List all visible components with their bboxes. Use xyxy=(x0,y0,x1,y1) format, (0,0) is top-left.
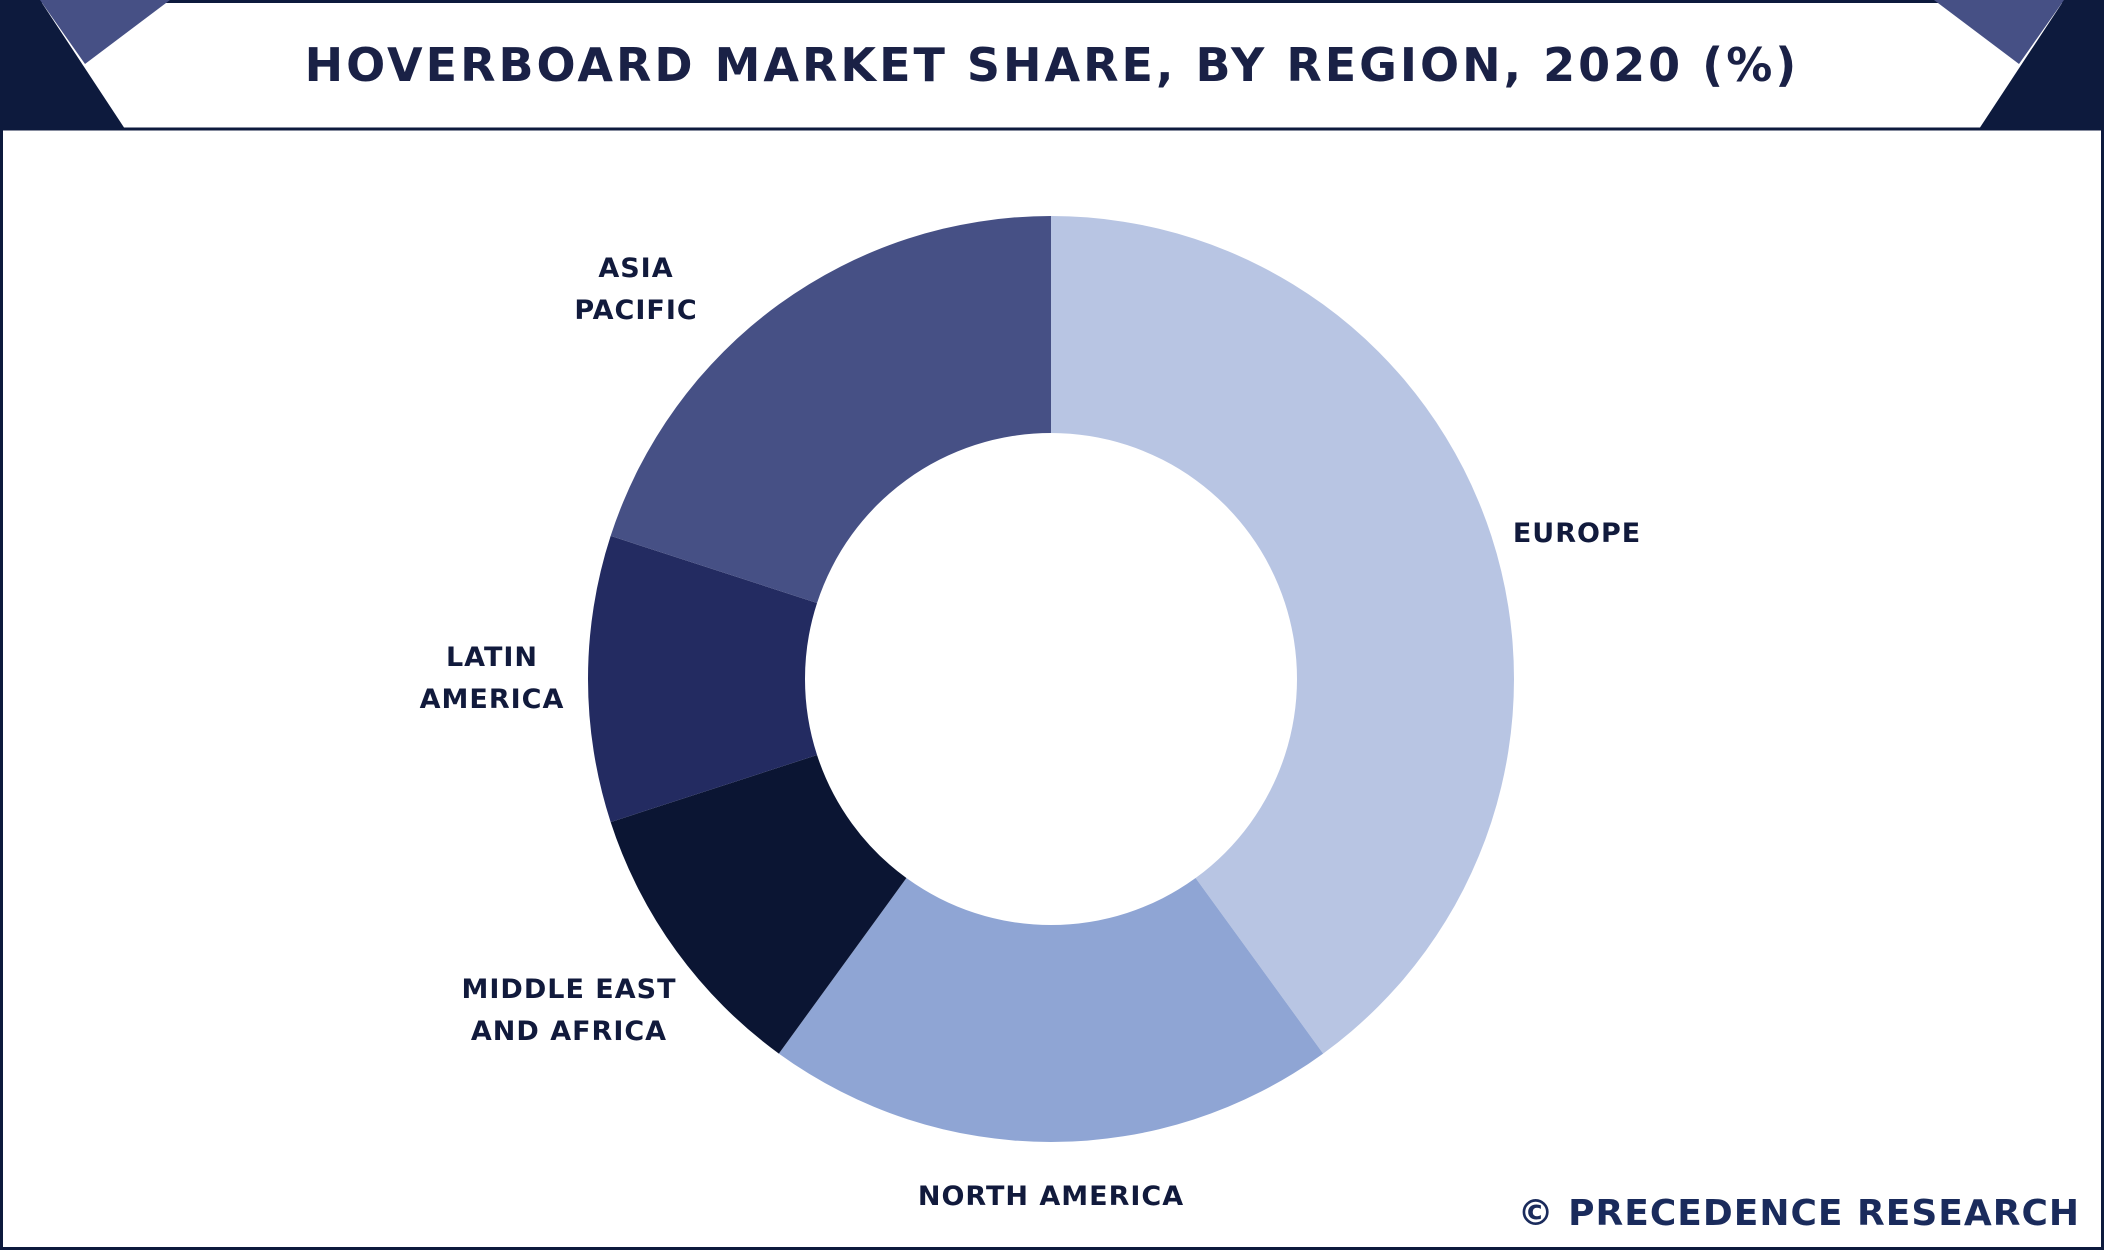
chart-title: HOVERBOARD MARKET SHARE, BY REGION, 2020… xyxy=(304,38,1800,92)
donut-slice xyxy=(610,755,907,1054)
category-label: ASIA PACIFIC xyxy=(574,253,698,326)
category-label: LATIN AMERICA xyxy=(419,642,565,715)
category-label: EUROPE xyxy=(1512,518,1642,549)
donut-slice xyxy=(778,878,1324,1143)
donut-slice xyxy=(610,216,1051,603)
corner-decoration xyxy=(40,0,170,64)
donut-slice xyxy=(588,535,818,823)
category-label: MIDDLE EAST AND AFRICA xyxy=(461,974,677,1047)
corner-decoration xyxy=(1979,0,2104,129)
donut-slice xyxy=(1051,216,1514,1054)
corner-decoration xyxy=(1934,0,2064,64)
corner-decoration xyxy=(0,0,125,129)
category-label: NORTH AMERICA xyxy=(917,1181,1185,1212)
source: © PRECEDENCE RESEARCH xyxy=(1517,1193,2080,1234)
